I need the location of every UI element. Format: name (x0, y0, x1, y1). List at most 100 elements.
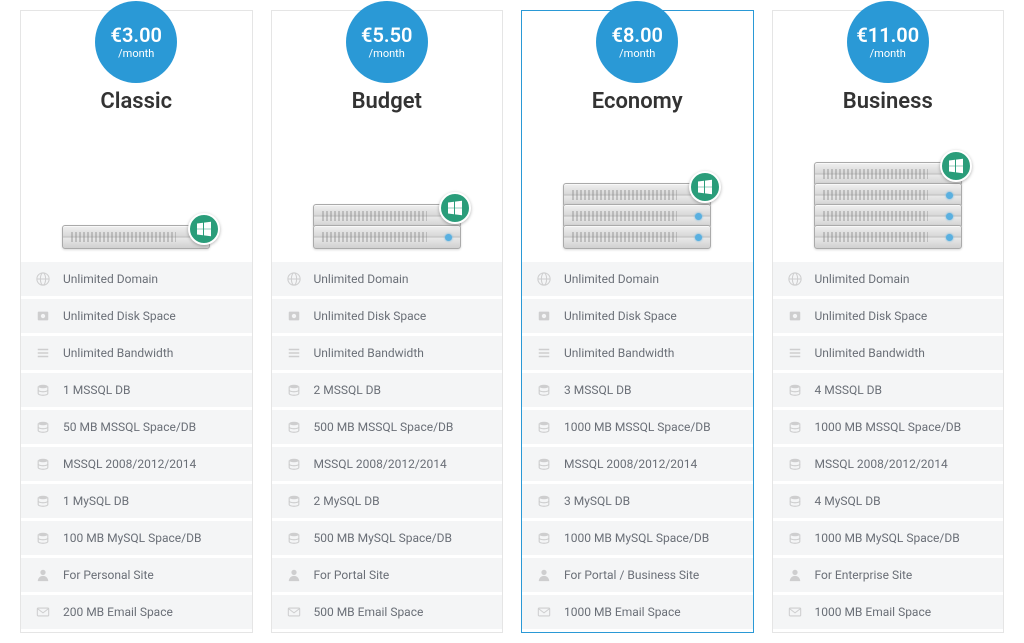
feature-item: 4 MSSQL DB (773, 373, 1004, 407)
feature-text: Unlimited Disk Space (564, 309, 677, 323)
database-icon (286, 530, 302, 546)
feature-list: Unlimited DomainUnlimited Disk SpaceUnli… (773, 262, 1004, 629)
feature-text: Unlimited Disk Space (815, 309, 928, 323)
windows-icon (940, 150, 972, 182)
feature-item: 1000 MB Email Space (773, 595, 1004, 629)
feature-text: MSSQL 2008/2012/2014 (63, 457, 196, 471)
feature-text: Unlimited Bandwidth (564, 346, 674, 360)
database-icon (536, 493, 552, 509)
feature-item: Unlimited Domain (21, 262, 252, 296)
server-stack (313, 204, 461, 246)
feature-item: For Portal / Business Site (522, 558, 753, 592)
disk-icon (787, 308, 803, 324)
server-illustration (522, 138, 753, 246)
feature-item: Unlimited Disk Space (21, 299, 252, 333)
database-icon (787, 456, 803, 472)
feature-item: Unlimited Disk Space (272, 299, 503, 333)
mail-icon (787, 604, 803, 620)
windows-icon (689, 171, 721, 203)
feature-text: 500 MB Email Space (314, 605, 424, 619)
database-icon (787, 530, 803, 546)
feature-text: 500 MB MySQL Space/DB (314, 531, 452, 545)
feature-text: 1000 MB MSSQL Space/DB (564, 420, 711, 434)
feature-text: 1000 MB MSSQL Space/DB (815, 420, 962, 434)
feature-item: 1000 MB MSSQL Space/DB (773, 410, 1004, 444)
bandwidth-icon (787, 345, 803, 361)
feature-text: For Enterprise Site (815, 568, 913, 582)
feature-item: 1000 MB Email Space (522, 595, 753, 629)
database-icon (536, 456, 552, 472)
feature-item: 100 MB MySQL Space/DB (21, 521, 252, 555)
feature-text: Unlimited Domain (815, 272, 910, 286)
feature-text: 1 MySQL DB (63, 494, 129, 508)
feature-text: 4 MySQL DB (815, 494, 881, 508)
user-icon (787, 567, 803, 583)
feature-list: Unlimited Domain Unlimited Disk Space Unli… (21, 262, 252, 629)
feature-item: Unlimited Bandwidth (272, 336, 503, 370)
mail-icon (286, 604, 302, 620)
globe-icon (35, 271, 51, 287)
bandwidth-icon (35, 345, 51, 361)
server-unit (563, 225, 711, 249)
feature-item: MSSQL 2008/2012/2014 (21, 447, 252, 481)
database-icon (35, 530, 51, 546)
feature-item: 1000 MB MySQL Space/DB (773, 521, 1004, 555)
database-icon (787, 419, 803, 435)
mail-icon (35, 604, 51, 620)
disk-icon (35, 308, 51, 324)
feature-item: Unlimited Domain (773, 262, 1004, 296)
feature-text: 3 MySQL DB (564, 494, 630, 508)
price-circle: €3.00/month (95, 1, 177, 83)
price-circle: €11.00/month (847, 1, 929, 83)
feature-text: For Portal Site (314, 568, 390, 582)
globe-icon (787, 271, 803, 287)
plan-card-classic[interactable]: €3.00/monthClassicUnlimited DomainUnlimi… (20, 10, 253, 633)
user-icon (536, 567, 552, 583)
price-period: /month (870, 47, 906, 60)
plan-name: Business (773, 89, 1004, 114)
globe-icon (536, 271, 552, 287)
disk-icon (536, 308, 552, 324)
feature-text: 50 MB MSSQL Space/DB (63, 420, 196, 434)
database-icon (286, 456, 302, 472)
feature-text: 1000 MB MySQL Space/DB (815, 531, 960, 545)
feature-text: Unlimited Domain (63, 272, 158, 286)
feature-item: 2 MySQL DB (272, 484, 503, 518)
database-icon (787, 382, 803, 398)
feature-text: 1 MSSQL DB (63, 383, 131, 397)
database-icon (536, 530, 552, 546)
user-icon (286, 567, 302, 583)
server-stack (62, 225, 210, 246)
price-circle: €5.50/month (346, 1, 428, 83)
server-illustration (21, 138, 252, 246)
feature-item: Unlimited Bandwidth (21, 336, 252, 370)
price-circle: €8.00/month (596, 1, 678, 83)
server-illustration (773, 138, 1004, 246)
feature-text: Unlimited Bandwidth (314, 346, 424, 360)
feature-item: MSSQL 2008/2012/2014 (773, 447, 1004, 481)
user-icon (35, 567, 51, 583)
feature-text: Unlimited Bandwidth (63, 346, 173, 360)
feature-item: 3 MSSQL DB (522, 373, 753, 407)
feature-text: 100 MB MySQL Space/DB (63, 531, 201, 545)
plan-card-business[interactable]: €11.00/month Business Unlimited Domain Unli… (772, 10, 1005, 633)
database-icon (35, 419, 51, 435)
disk-icon (286, 308, 302, 324)
feature-text: MSSQL 2008/2012/2014 (314, 457, 447, 471)
feature-text: 1000 MB Email Space (815, 605, 932, 619)
feature-text: Unlimited Disk Space (63, 309, 176, 323)
price-amount: €11.00 (856, 25, 919, 45)
feature-item: 1 MSSQL DB (21, 373, 252, 407)
server-unit (313, 225, 461, 249)
feature-item: Unlimited Domain (522, 262, 753, 296)
server-stack (814, 162, 962, 246)
feature-item: 1000 MB MySQL Space/DB (522, 521, 753, 555)
feature-item: Unlimited Disk Space (522, 299, 753, 333)
feature-text: 1000 MB Email Space (564, 605, 681, 619)
bandwidth-icon (536, 345, 552, 361)
feature-text: 4 MSSQL DB (815, 383, 883, 397)
price-amount: €5.50 (361, 25, 412, 45)
plan-card-economy[interactable]: €8.00/monthEconomyUnlimited DomainUnlimi… (521, 10, 754, 633)
plan-card-budget[interactable]: €5.50/monthBudgetUnlimited DomainUnlimit… (271, 10, 504, 633)
bandwidth-icon (286, 345, 302, 361)
